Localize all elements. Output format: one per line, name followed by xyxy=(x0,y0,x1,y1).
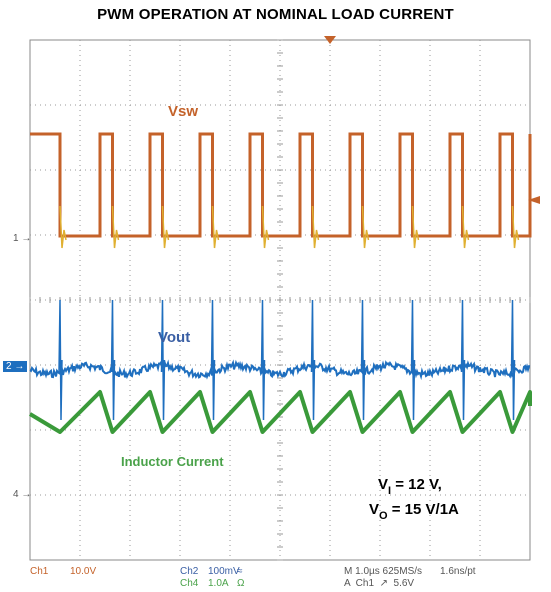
status-ch1: Ch1 xyxy=(30,566,49,577)
output-voltage-annotation: VO = 15 V/1A xyxy=(369,501,459,522)
vsw-ringing xyxy=(111,205,120,249)
vout-spike xyxy=(510,299,516,421)
vsw-ringing xyxy=(461,205,470,249)
status-ch4-scale: 1.0A xyxy=(208,578,229,589)
vout-spike xyxy=(260,299,266,421)
vout-spike xyxy=(310,299,316,421)
status-resolution: 1.6ns/pt xyxy=(440,566,476,577)
vsw-ringing xyxy=(411,205,420,249)
status-ch2-coupling: ≈ xyxy=(237,566,243,577)
ch1-ground-marker: 1 → xyxy=(13,233,32,244)
ch1-marker-label: 1 xyxy=(13,233,19,244)
status-ch1-scale: 10.0V xyxy=(70,566,97,577)
vsw-ringing xyxy=(59,205,67,249)
inductor-current-trace xyxy=(28,390,532,434)
ch4-marker-label: 4 xyxy=(13,489,19,500)
vout-spike xyxy=(58,299,63,421)
chart-title: PWM OPERATION AT NOMINAL LOAD CURRENT xyxy=(97,6,454,23)
vout-spike xyxy=(360,299,366,421)
vout-spike xyxy=(210,299,216,421)
vi-value: = 12 V, xyxy=(391,476,442,493)
ch2-ground-marker: 2 → xyxy=(3,361,28,372)
vout-spike xyxy=(110,299,116,421)
vsw-ringing xyxy=(511,205,520,249)
vsw-trace xyxy=(30,132,532,238)
vout-spike xyxy=(460,299,466,421)
status-ch4: Ch4 xyxy=(180,578,199,589)
status-ch2: Ch2 xyxy=(180,566,199,577)
vsw-ringing xyxy=(211,205,220,249)
input-voltage-annotation: VI = 12 V, xyxy=(378,476,442,497)
status-timebase: M 1.0µs 625MS/s xyxy=(344,566,423,577)
vsw-ringing xyxy=(361,205,370,249)
vsw-label: Vsw xyxy=(168,103,199,120)
status-trigger: A Ch1 ↗ 5.6V xyxy=(344,578,415,589)
status-ch4-coupling: Ω xyxy=(237,578,245,589)
ch2-marker-label: 2 xyxy=(6,361,12,372)
scope-display xyxy=(28,36,540,561)
vi-main: V xyxy=(378,476,389,493)
vout-spike xyxy=(410,299,416,421)
vi-subscript: I xyxy=(388,485,392,497)
vout-label: Vout xyxy=(158,329,191,346)
vsw-ringing xyxy=(161,205,170,249)
vsw-ringing xyxy=(261,205,270,249)
ch4-ground-marker: 4 → xyxy=(13,489,32,500)
vo-main: V xyxy=(369,501,380,518)
vout-spike xyxy=(160,299,166,421)
trigger-position-marker xyxy=(324,36,336,44)
trigger-level-marker xyxy=(528,196,540,204)
vo-subscript: O xyxy=(379,510,388,522)
vo-value: = 15 V/1A xyxy=(387,501,459,518)
inductor-current-label: Inductor Current xyxy=(121,454,224,469)
vsw-ringing xyxy=(311,205,320,249)
status-ch2-scale: 100mV xyxy=(208,566,240,577)
